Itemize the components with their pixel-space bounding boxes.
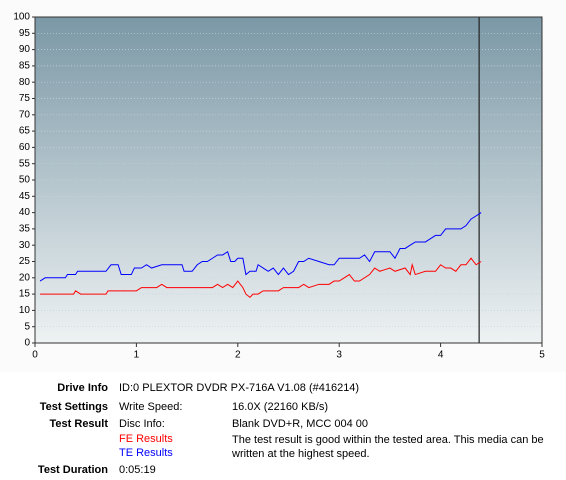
series-line [39,212,482,282]
y-tick-label: 15 [19,289,31,300]
legend-entry: FE Results [119,433,173,445]
y-tick-label: 75 [19,93,31,104]
x-tick-label: 4 [438,350,444,361]
y-tick-label: 55 [19,158,31,169]
y-tick-label: 65 [19,126,31,137]
x-tick-label: 0 [32,350,38,361]
plot-area [35,17,542,343]
y-tick-label: 20 [19,272,31,283]
x-tick-label: 1 [134,350,140,361]
y-tick-label: 100 [13,12,30,23]
label: Test Result [49,418,108,430]
y-tick-label: 5 [24,321,30,332]
label: Write Speed: [119,401,183,413]
y-tick-label: 25 [19,256,31,267]
y-tick-label: 85 [19,61,31,72]
x-tick-label: 3 [336,350,342,361]
legend-entry: TE Results [119,447,173,459]
y-tick-label: 50 [19,175,31,186]
result-text: The test result is good within the teste… [232,434,544,460]
y-tick-label: 0 [24,338,30,349]
x-tick-label: 5 [539,350,545,361]
label: Test Duration [37,464,108,476]
y-tick-label: 60 [19,142,31,153]
y-tick-label: 80 [19,77,31,88]
y-tick-label: 90 [19,44,31,55]
value: 0:05:19 [119,464,156,476]
label: Disc Info: [119,418,165,430]
x-tick-label: 2 [235,350,241,361]
value: ID:0 PLEXTOR DVDR PX-716A V1.08 (#416214… [119,382,360,394]
y-tick-label: 10 [19,305,31,316]
y-tick-label: 70 [19,109,31,120]
label: Drive Info [57,382,108,394]
value: Blank DVD+R, MCC 004 00 [232,418,369,430]
y-tick-label: 40 [19,207,31,218]
chart: 0510152025303540455055606570758085909510… [13,11,546,361]
plot-border [34,16,543,344]
value: 16.0X (22160 KB/s) [232,401,329,413]
series-line [40,257,482,299]
y-tick-label: 45 [19,191,31,202]
y-tick-label: 30 [19,240,31,251]
y-tick-label: 95 [19,28,31,39]
label: Test Settings [39,401,108,413]
y-tick-label: 35 [19,224,31,235]
